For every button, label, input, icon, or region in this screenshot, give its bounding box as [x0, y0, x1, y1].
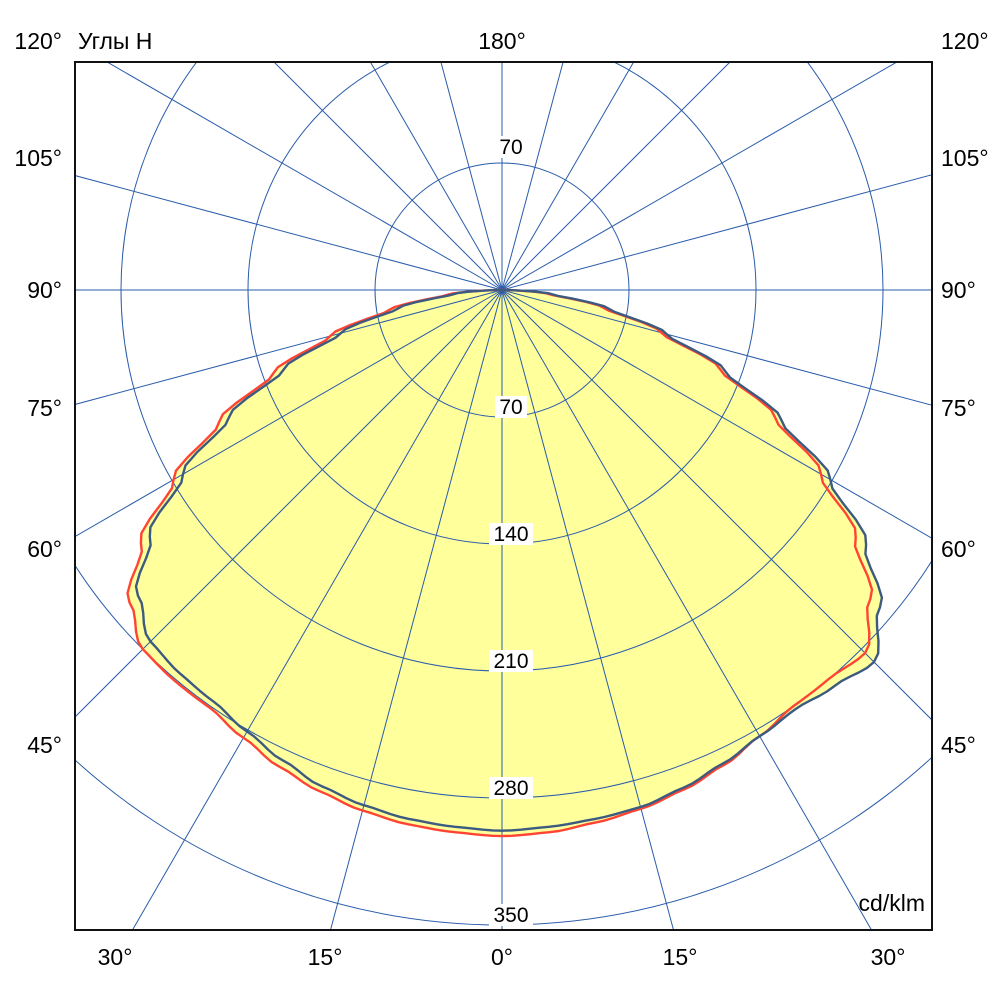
bottom-angle-label-30l: 30°: [97, 944, 133, 970]
radial-tick-label: 210: [493, 650, 528, 673]
polar-grid-line: [501, 62, 731, 291]
polar-grid-line: [501, 289, 932, 539]
right-angle-label-90: 90°: [941, 277, 976, 303]
polar-grid-line: [273, 62, 503, 291]
polar-grid-line: [501, 174, 932, 291]
left-angle-label-120: 120°: [14, 28, 62, 54]
intensity-curve-blue: [134, 288, 884, 832]
polar-grid-line: [501, 289, 932, 406]
intensity-curve-red: [126, 288, 874, 838]
tick-label-bg: [489, 650, 533, 672]
radial-tick-label: 280: [493, 777, 528, 800]
polar-grid-line: [75, 175, 503, 291]
polar-grid-line: [501, 62, 564, 291]
tick-label-bg: [495, 136, 527, 158]
tick-label-bg: [489, 904, 533, 926]
right-angle-label-60: 60°: [941, 536, 976, 562]
bottom-angle-label-0: 0°: [491, 944, 513, 970]
polar-grid-line: [501, 289, 932, 721]
polar-grid-line: [369, 62, 503, 291]
bottom-angle-label-15r: 15°: [662, 944, 698, 970]
radial-tick-label: 350: [493, 904, 528, 927]
intensity-fill: [136, 290, 882, 831]
bottom-angle-label-30r: 30°: [870, 944, 906, 970]
polar-grid-line: [75, 289, 503, 718]
top-angle-label: 180°: [478, 28, 526, 54]
right-angle-label-105: 105°: [941, 145, 989, 171]
right-angle-label-75: 75°: [941, 395, 976, 421]
bottom-angle-label-15l: 15°: [307, 944, 343, 970]
left-angle-label-45: 45°: [27, 732, 62, 758]
radial-tick-label: 70: [499, 396, 522, 419]
polar-grid-line: [501, 62, 898, 291]
radial-tick-label: 70: [499, 136, 522, 159]
polar-grid-line: [75, 289, 503, 405]
polar-grid-line: [131, 289, 503, 930]
polar-grid-line: [75, 289, 503, 538]
radial-tick-label: 140: [493, 523, 528, 546]
left-angle-label-75: 75°: [27, 395, 62, 421]
left-angle-label-105: 105°: [14, 145, 62, 171]
polar-grid-line: [329, 289, 503, 930]
tick-label-bg: [495, 396, 527, 418]
tick-label-bg: [489, 523, 533, 545]
polar-grid-line: [501, 289, 675, 930]
polar-grid-line: [440, 62, 503, 291]
left-angle-label-90: 90°: [27, 277, 62, 303]
plot-frame: [74, 61, 933, 931]
right-angle-label-45: 45°: [941, 732, 976, 758]
plane-title-label: Углы H: [78, 28, 153, 54]
right-angle-label-120: 120°: [941, 28, 989, 54]
left-angle-label-60: 60°: [27, 536, 62, 562]
units-label: cd/klm: [858, 890, 925, 916]
tick-label-bg: [489, 777, 533, 799]
polar-grid-line: [106, 62, 503, 291]
polar-grid-line: [501, 289, 873, 930]
polar-grid-line: [501, 62, 635, 291]
